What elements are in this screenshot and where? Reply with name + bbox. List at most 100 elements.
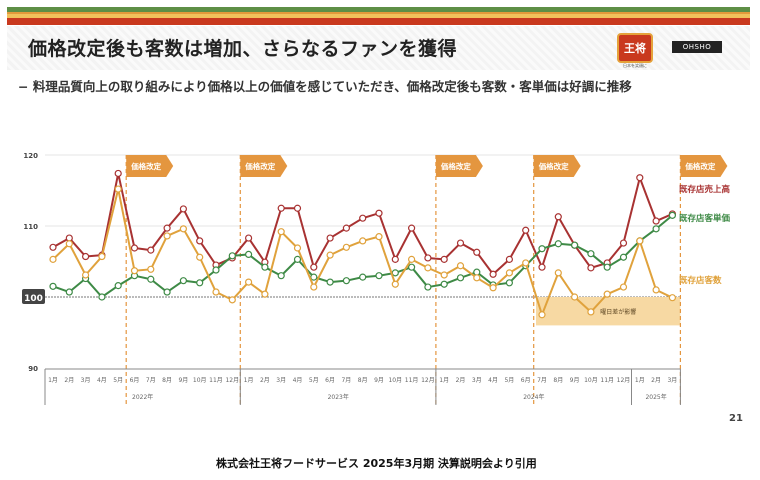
data-point-customers [554, 269, 562, 277]
gyoza-no-ohsho-logo: 王将 [617, 33, 653, 63]
data-point-sales [114, 169, 122, 178]
data-point-unit_price [326, 278, 334, 286]
data-point-unit_price [505, 279, 513, 287]
data-point-customers [538, 311, 546, 319]
price-revision-label: 価格改定 [684, 161, 715, 171]
data-point-customers [81, 271, 90, 279]
data-point-sales [277, 204, 285, 212]
y-tick-label: 90 [28, 365, 38, 373]
x-tick-label: 1月 [635, 377, 645, 384]
x-tick-label: 11月 [209, 377, 223, 384]
data-point-sales [245, 234, 253, 242]
data-point-customers [326, 251, 334, 259]
data-point-unit_price [652, 225, 660, 233]
y-tick-label: 110 [23, 223, 38, 231]
data-point-unit_price [570, 241, 579, 249]
data-point-unit_price [456, 274, 465, 282]
data-point-customers [456, 262, 465, 270]
data-point-sales [293, 204, 302, 212]
page-number: 21 [729, 413, 743, 424]
data-point-unit_price [408, 263, 416, 271]
data-point-customers [196, 253, 204, 261]
x-tick-label: 5月 [113, 377, 123, 384]
series-line-sales [52, 172, 673, 276]
data-point-customers [98, 252, 106, 261]
price-revision-label: 価格改定 [130, 161, 161, 171]
data-point-customers [473, 274, 481, 282]
brand-stripe-green [7, 7, 750, 12]
legend-customers: 既存店客数 [679, 275, 722, 286]
x-tick-label: 9月 [374, 377, 384, 384]
y-tick-label: 100 [24, 294, 43, 304]
x-tick-label: 2月 [456, 377, 466, 384]
x-tick-label: 1月 [48, 377, 58, 384]
x-tick-label: 7月 [341, 377, 351, 384]
x-tick-label: 12月 [617, 377, 631, 384]
data-point-customers [505, 269, 513, 277]
price-revision-layer: 価格改定 価格改定 価格改定 価格改定 価格改定 [125, 155, 728, 404]
data-point-unit_price [359, 273, 367, 281]
data-point-unit_price [391, 269, 399, 277]
data-point-customers [212, 288, 220, 296]
data-point-unit_price [375, 272, 383, 280]
annotation-layer: 曜日差が影響 [536, 297, 681, 326]
page-title: 価格改定後も客数は増加、さらなるファンを獲得 [28, 38, 458, 60]
data-point-customers [375, 233, 383, 241]
series-layer [49, 169, 677, 319]
x-tick-label: 11月 [600, 377, 614, 384]
x-tick-label: 5月 [504, 377, 514, 384]
data-point-sales [342, 224, 350, 232]
price-revision-tag [435, 155, 483, 177]
data-point-customers [424, 264, 432, 272]
logo-main-text: 王将 [624, 42, 646, 55]
data-point-sales [179, 205, 187, 213]
data-point-unit_price [65, 288, 73, 296]
x-tick-label: 2月 [651, 377, 661, 384]
data-point-customers [359, 237, 367, 245]
data-point-unit_price [619, 253, 628, 261]
x-tick-label: 7月 [146, 377, 156, 384]
x-tick-label: 9月 [570, 377, 580, 384]
data-point-sales [147, 246, 155, 254]
data-point-sales [49, 243, 57, 251]
data-point-sales [619, 239, 628, 247]
data-point-customers [293, 244, 302, 252]
subtitle: − 料理品質向上の取り組みにより価格以上の価値を感じていただき、価格改定後も客数… [18, 79, 632, 94]
data-point-customers [114, 185, 122, 193]
data-point-customers [310, 283, 318, 291]
data-point-customers [652, 286, 660, 294]
data-point-unit_price [147, 275, 155, 283]
data-point-unit_price [179, 277, 187, 285]
year-label: 2024年 [523, 393, 544, 401]
x-tick-label: 1月 [244, 377, 254, 384]
year-label: 2025年 [645, 393, 666, 401]
baseline-badge [22, 289, 45, 304]
data-point-unit_price [98, 293, 106, 301]
data-point-sales [636, 174, 644, 182]
x-tick-label: 5月 [309, 377, 319, 384]
price-revision-tag [533, 155, 581, 177]
data-point-customers [489, 284, 497, 292]
year-label: 2023年 [328, 393, 349, 401]
x-tick-label: 10月 [584, 377, 598, 384]
data-point-sales [359, 214, 367, 222]
data-point-unit_price [196, 279, 204, 287]
x-tick-label: 6月 [521, 377, 531, 384]
data-point-sales [587, 264, 595, 272]
data-point-customers [522, 259, 530, 267]
legend-sales: 既存店売上高 [679, 184, 731, 195]
ohsho-logo: OHSHO [672, 41, 722, 53]
data-point-sales [326, 234, 334, 242]
data-point-customers [49, 255, 57, 263]
data-point-unit_price [277, 272, 285, 280]
data-point-unit_price [245, 250, 253, 258]
x-tick-label: 8月 [553, 377, 563, 384]
x-tick-label: 2月 [260, 377, 270, 384]
data-point-customers [179, 225, 187, 233]
price-revision-tag [680, 155, 728, 177]
data-point-unit_price [668, 211, 677, 219]
data-point-customers [408, 255, 416, 263]
data-point-customers [342, 243, 350, 251]
x-tick-label: 12月 [421, 377, 435, 384]
